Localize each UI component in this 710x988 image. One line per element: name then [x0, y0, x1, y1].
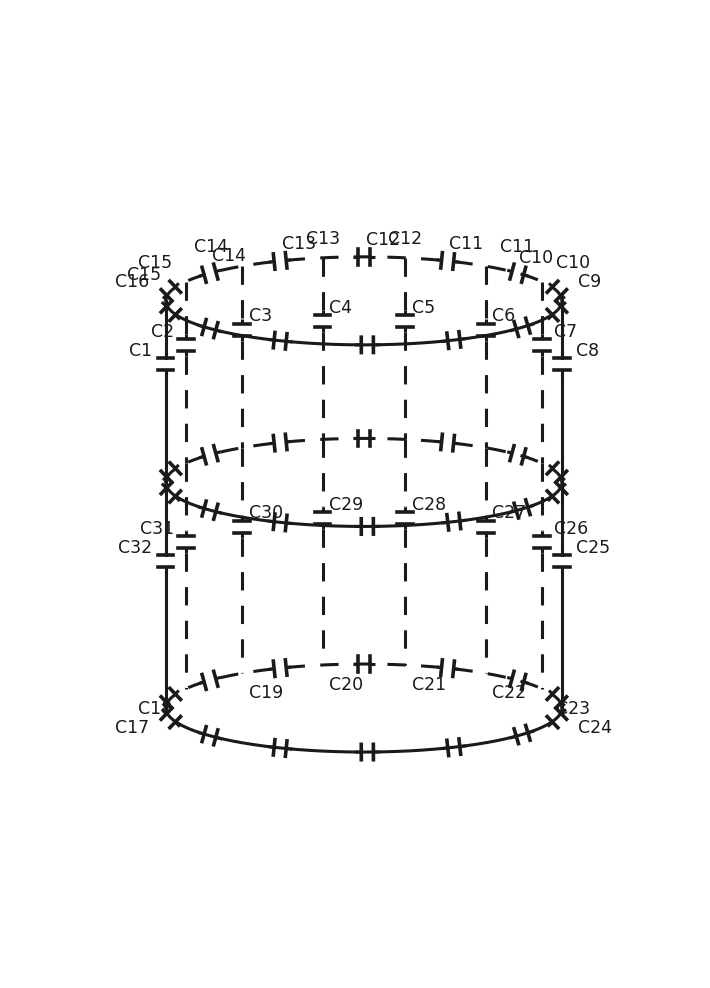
Text: C25: C25 — [576, 539, 610, 557]
Text: C31: C31 — [140, 520, 174, 537]
Text: C3: C3 — [248, 307, 272, 325]
Text: C24: C24 — [579, 719, 613, 737]
Text: C22: C22 — [493, 685, 527, 702]
Text: C28: C28 — [412, 496, 446, 514]
Text: C20: C20 — [329, 676, 364, 694]
Text: C12: C12 — [366, 231, 400, 249]
Text: C14: C14 — [194, 238, 228, 256]
Text: C13: C13 — [282, 235, 316, 253]
Text: C4: C4 — [329, 299, 352, 317]
Text: C5: C5 — [412, 299, 435, 317]
Text: C16: C16 — [115, 273, 149, 290]
Text: C26: C26 — [554, 520, 589, 537]
Text: C15: C15 — [127, 267, 161, 285]
Text: C32: C32 — [118, 539, 152, 557]
Text: C1: C1 — [129, 342, 152, 360]
Text: C8: C8 — [576, 342, 599, 360]
Text: C30: C30 — [248, 504, 283, 523]
Text: C15: C15 — [138, 254, 172, 272]
Text: C21: C21 — [412, 676, 446, 694]
Text: C19: C19 — [248, 685, 283, 702]
Text: C11: C11 — [500, 238, 534, 256]
Text: C12: C12 — [388, 230, 422, 248]
Text: C18: C18 — [138, 700, 172, 717]
Text: C27: C27 — [493, 504, 527, 523]
Text: C13: C13 — [305, 230, 340, 248]
Text: C7: C7 — [554, 323, 577, 341]
Text: C17: C17 — [115, 719, 149, 737]
Text: C6: C6 — [493, 307, 515, 325]
Text: C2: C2 — [151, 323, 174, 341]
Text: C9: C9 — [579, 273, 601, 290]
Text: C10: C10 — [556, 254, 590, 272]
Text: C10: C10 — [520, 249, 554, 267]
Text: C11: C11 — [449, 235, 484, 253]
Text: C29: C29 — [329, 496, 364, 514]
Text: C14: C14 — [212, 247, 246, 266]
Text: C23: C23 — [556, 700, 590, 717]
